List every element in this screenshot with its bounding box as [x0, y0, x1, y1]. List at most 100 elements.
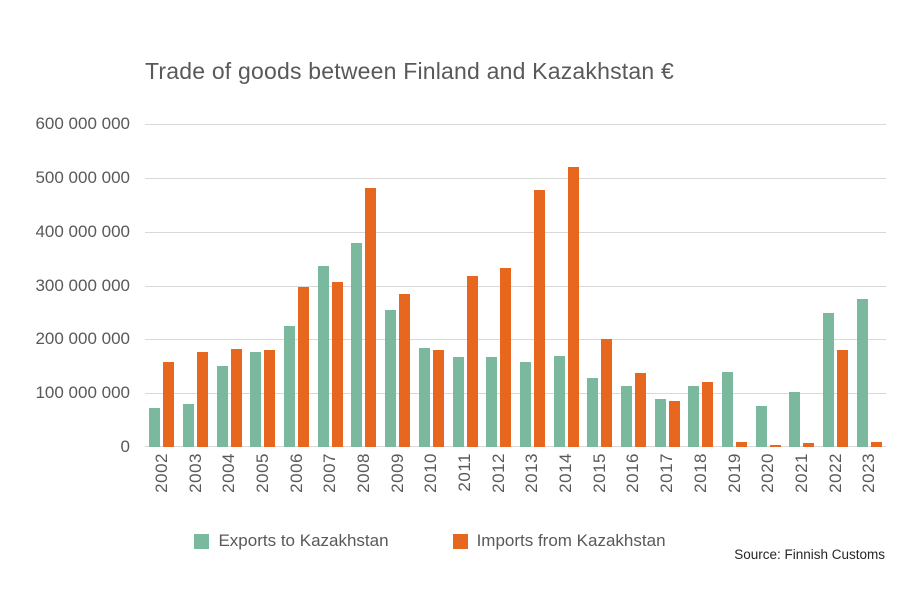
- bar-group-2012: [482, 124, 516, 447]
- x-tick-label-2007: 2007: [320, 453, 340, 493]
- imports-bar-2006: [298, 287, 310, 447]
- exports-bar-2019: [722, 372, 734, 447]
- exports-bar-2002: [149, 408, 161, 447]
- bar-group-2006: [280, 124, 314, 447]
- exports-bar-2020: [755, 405, 767, 447]
- x-tick-label-2014: 2014: [556, 453, 576, 493]
- exports-bar-2006: [284, 326, 296, 447]
- x-tick-label-2013: 2013: [522, 453, 542, 493]
- x-tick-label-2003: 2003: [185, 453, 205, 493]
- imports-bar-2004: [230, 348, 242, 447]
- imports-bar-2013: [533, 189, 545, 447]
- imports-bar-2015: [601, 339, 613, 447]
- x-label-cell-2019: 2019: [718, 453, 752, 517]
- x-label-cell-2010: 2010: [415, 453, 449, 517]
- gridline-200000000: [145, 339, 886, 341]
- legend-label-exports: Exports to Kazakhstan: [218, 531, 389, 550]
- imports-bar-2002: [163, 361, 175, 447]
- x-label-cell-2013: 2013: [516, 453, 550, 517]
- exports-bar-2004: [216, 365, 228, 447]
- exports-bar-2022: [823, 312, 835, 447]
- legend-item-imports: Imports from Kazakhstan: [452, 531, 666, 551]
- exports-bar-2007: [317, 266, 329, 447]
- bar-group-2011: [448, 124, 482, 447]
- exports-swatch-icon: [194, 533, 210, 549]
- imports-bar-2007: [331, 281, 343, 447]
- bar-group-2015: [583, 124, 617, 447]
- bar-group-2010: [415, 124, 449, 447]
- exports-bar-2015: [587, 378, 599, 447]
- legend-label-imports: Imports from Kazakhstan: [476, 531, 666, 550]
- gridline-400000000: [145, 231, 886, 233]
- y-tick-label-500000000: 500 000 000: [35, 167, 130, 187]
- x-axis-labels: 2002 2003 2004 2005 2006 2007 2008 2009 2010 2011…: [145, 453, 886, 517]
- x-tick-label-2015: 2015: [589, 453, 609, 493]
- x-tick-label-2008: 2008: [353, 453, 373, 493]
- bar-group-2022: [819, 124, 853, 447]
- imports-bar-2011: [466, 276, 478, 447]
- bar-group-2023: [852, 124, 886, 447]
- imports-bar-2023: [870, 442, 882, 447]
- exports-bar-2008: [351, 242, 363, 447]
- x-label-cell-2007: 2007: [313, 453, 347, 517]
- exports-bar-2011: [452, 356, 464, 447]
- x-tick-label-2006: 2006: [286, 453, 306, 493]
- exports-bar-2003: [183, 403, 195, 447]
- gridline-0: [145, 446, 886, 447]
- exports-bar-2021: [789, 391, 801, 447]
- bar-group-2004: [212, 124, 246, 447]
- exports-bar-2009: [385, 310, 397, 447]
- x-label-cell-2020: 2020: [751, 453, 785, 517]
- gridline-600000000: [145, 124, 886, 125]
- bar-group-2013: [516, 124, 550, 447]
- exports-bar-2016: [620, 386, 632, 447]
- imports-bar-2005: [264, 350, 276, 447]
- gridline-500000000: [145, 177, 886, 179]
- x-label-cell-2022: 2022: [819, 453, 853, 517]
- bar-group-2020: [751, 124, 785, 447]
- x-label-cell-2017: 2017: [650, 453, 684, 517]
- x-tick-label-2016: 2016: [623, 453, 643, 493]
- x-label-cell-2003: 2003: [179, 453, 213, 517]
- imports-bar-2016: [634, 373, 646, 447]
- imports-bar-2020: [769, 444, 781, 447]
- exports-bar-2014: [553, 356, 565, 447]
- x-tick-label-2002: 2002: [151, 453, 171, 493]
- y-tick-label-100000000: 100 000 000: [35, 383, 130, 403]
- imports-bar-2021: [803, 442, 815, 447]
- y-tick-label-0: 0: [120, 437, 130, 456]
- bar-group-2009: [381, 124, 415, 447]
- source-note: Source: Finnish Customs: [734, 547, 885, 562]
- x-label-cell-2004: 2004: [212, 453, 246, 517]
- exports-bar-2005: [250, 352, 262, 447]
- gridline-100000000: [145, 393, 886, 395]
- x-tick-label-2010: 2010: [421, 453, 441, 493]
- x-tick-label-2012: 2012: [488, 453, 508, 493]
- bar-group-2007: [313, 124, 347, 447]
- imports-bar-2009: [399, 294, 411, 447]
- exports-bar-2013: [519, 362, 531, 447]
- exports-bar-2010: [418, 347, 430, 447]
- y-tick-label-400000000: 400 000 000: [35, 221, 130, 241]
- bar-group-2018: [684, 124, 718, 447]
- x-label-cell-2002: 2002: [145, 453, 179, 517]
- bar-group-2003: [179, 124, 213, 447]
- x-tick-label-2019: 2019: [724, 453, 744, 493]
- x-tick-label-2020: 2020: [758, 453, 778, 493]
- x-tick-label-2011: 2011: [455, 453, 475, 492]
- bar-group-2021: [785, 124, 819, 447]
- exports-bar-2017: [654, 398, 666, 447]
- exports-bar-2023: [856, 298, 868, 447]
- bar-group-2014: [549, 124, 583, 447]
- x-label-cell-2012: 2012: [482, 453, 516, 517]
- x-label-cell-2008: 2008: [347, 453, 381, 517]
- x-label-cell-2016: 2016: [617, 453, 651, 517]
- x-tick-label-2017: 2017: [657, 453, 677, 493]
- y-axis-labels: 0 100 000 000 200 000 000 300 000 000 400 00…: [0, 114, 130, 456]
- imports-bar-2012: [500, 268, 512, 447]
- imports-bar-2019: [736, 441, 748, 447]
- exports-bar-2018: [688, 386, 700, 447]
- bar-group-2008: [347, 124, 381, 447]
- bar-group-2016: [617, 124, 651, 447]
